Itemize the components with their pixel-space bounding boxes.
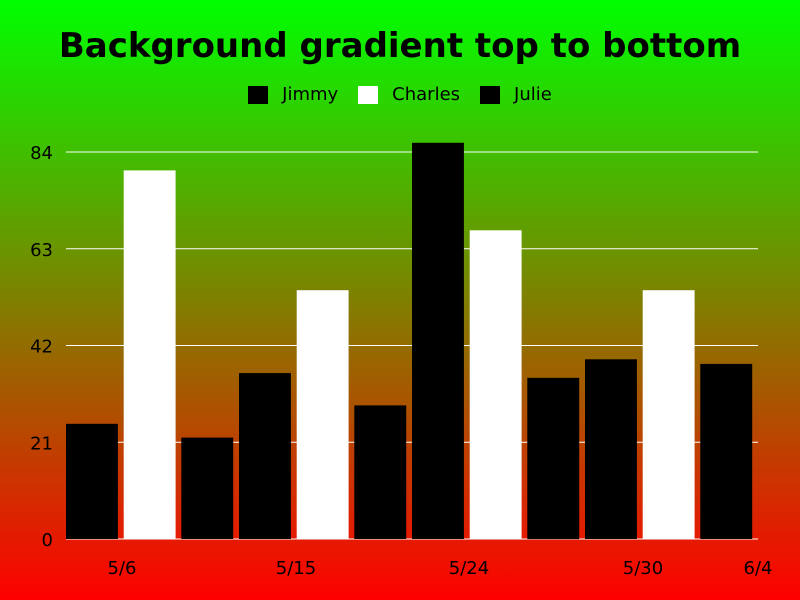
legend-label-charles: Charles: [392, 84, 461, 105]
chart-title: Background gradient top to bottom: [58, 26, 742, 66]
y-tick-label-2: 42: [30, 337, 53, 358]
legend-swatch-julie: [480, 85, 501, 104]
bar-julie-8[interactable]: [527, 377, 580, 540]
bar-charles-7[interactable]: [469, 230, 522, 540]
y-tick-label-4: 84: [30, 143, 53, 164]
legend-label-julie: Julie: [514, 84, 552, 105]
legend-swatch-jimmy: [248, 85, 269, 104]
x-tick-label-2: 5/24: [449, 558, 489, 579]
bar-julie-2[interactable]: [181, 437, 234, 539]
legend-swatch-charles: [358, 85, 379, 104]
legend-item-charles[interactable]: Charles: [358, 84, 460, 105]
bar-julie-11[interactable]: [700, 363, 753, 539]
bar-julie-5[interactable]: [354, 405, 407, 539]
y-tick-label-0: 0: [42, 530, 53, 551]
bar-jimmy-0[interactable]: [66, 423, 118, 539]
y-tick-label-3: 63: [30, 240, 53, 261]
legend-label-jimmy: Jimmy: [282, 84, 339, 105]
legend: Jimmy Charles Julie: [0, 84, 800, 105]
bar-jimmy-6[interactable]: [412, 142, 464, 540]
x-tick-label-3: 5/30: [623, 558, 663, 579]
bar-charles-4[interactable]: [296, 290, 349, 539]
bar-jimmy-3[interactable]: [239, 373, 291, 539]
x-tick-label-4: 6/4: [744, 558, 773, 579]
bar-jimmy-9[interactable]: [585, 359, 637, 539]
x-tick-label-1: 5/15: [276, 558, 316, 579]
y-tick-label-1: 21: [30, 433, 53, 454]
x-tick-label-0: 5/6: [108, 558, 137, 579]
legend-item-jimmy[interactable]: Jimmy: [248, 84, 338, 105]
legend-item-julie[interactable]: Julie: [480, 84, 552, 105]
bar-charles-1[interactable]: [123, 170, 176, 539]
bar-charles-10[interactable]: [642, 290, 695, 539]
